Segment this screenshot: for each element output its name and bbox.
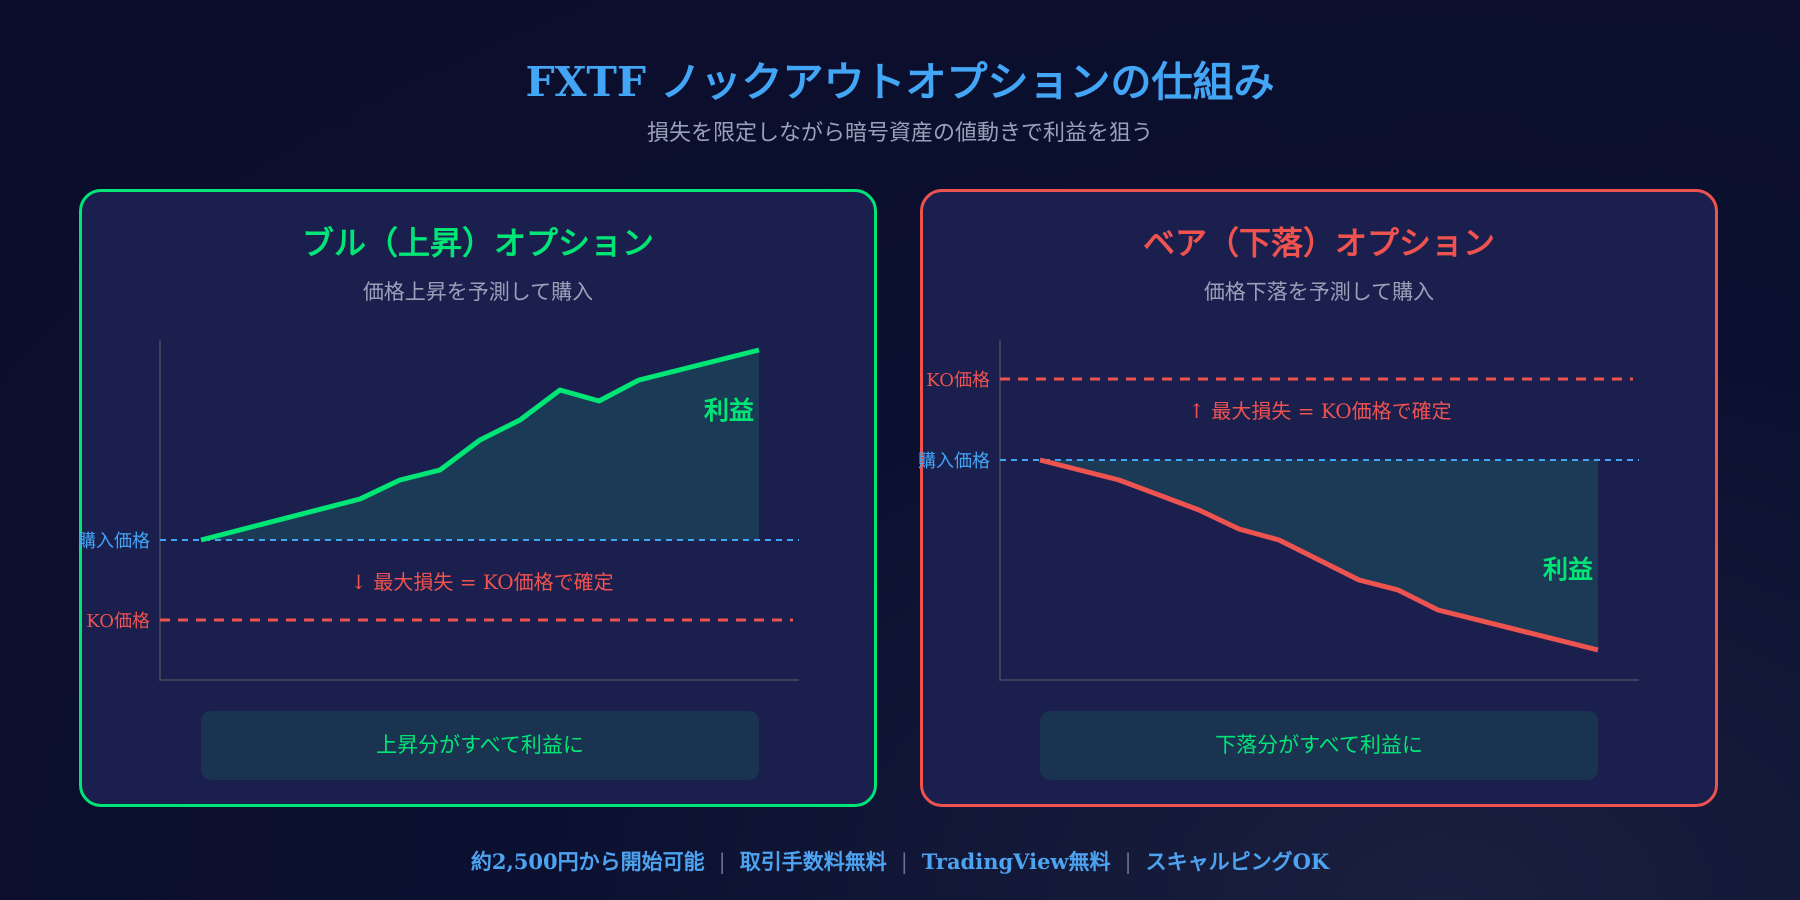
bull-max-loss-note: ↓ 最大損失 = KO価格で確定 xyxy=(350,570,613,594)
footer-item-tradingview: TradingView無料 xyxy=(921,849,1111,874)
bear-profit-label: 利益 xyxy=(1543,555,1593,584)
feature-footer: 約2,500円から開始可能 | 取引手数料無料 | TradingView無料 | スキャル… xyxy=(0,846,1800,876)
bull-buy-price-label: 購入価格 xyxy=(78,531,150,552)
bull-chart: 購入価格 KO価格 ↓ 最大損失 = KO価格で確定 利益 xyxy=(78,340,799,681)
bull-ko-price-label: KO価格 xyxy=(86,611,150,632)
bear-ko-price-label: KO価格 xyxy=(926,370,990,391)
footer-item-scalping: スキャルピングOK xyxy=(1145,849,1330,874)
page-title: FXTF ノックアウトオプションの仕組み xyxy=(525,58,1275,106)
page-subtitle: 損失を限定しながら暗号資産の値動きで利益を狙う xyxy=(646,121,1153,146)
bull-card-subtitle: 価格上昇を予測して購入 xyxy=(362,280,594,304)
bear-card-subtitle: 価格下落を予測して購入 xyxy=(1203,280,1435,304)
bull-summary-box: 上昇分がすべて利益に xyxy=(201,711,759,780)
bear-price-line xyxy=(1039,457,1599,653)
bear-card-title: ベア（下落）オプション xyxy=(1142,224,1495,262)
footer-divider: | xyxy=(1124,850,1132,874)
bear-summary-box: 下落分がすべて利益に xyxy=(1040,711,1598,780)
bull-axes xyxy=(159,340,799,681)
bear-chart: KO価格 購入価格 ↑ 最大損失 = KO価格で確定 利益 xyxy=(918,340,1639,681)
bear-profit-area xyxy=(1040,460,1598,650)
bear-buy-price-label: 購入価格 xyxy=(918,451,990,472)
footer-divider: | xyxy=(900,850,908,874)
bull-card-title: ブル（上昇）オプション xyxy=(301,224,654,262)
bull-price-line xyxy=(200,347,760,543)
bull-profit-area xyxy=(201,350,759,540)
footer-item-no-fee: 取引手数料無料 xyxy=(739,849,887,874)
bear-axes xyxy=(999,340,1639,681)
footer-divider: | xyxy=(718,850,726,874)
bull-profit-label: 利益 xyxy=(704,396,754,425)
footer-item-min-capital: 約2,500円から開始可能 xyxy=(470,849,705,874)
bear-max-loss-note: ↑ 最大損失 = KO価格で確定 xyxy=(1188,399,1451,423)
